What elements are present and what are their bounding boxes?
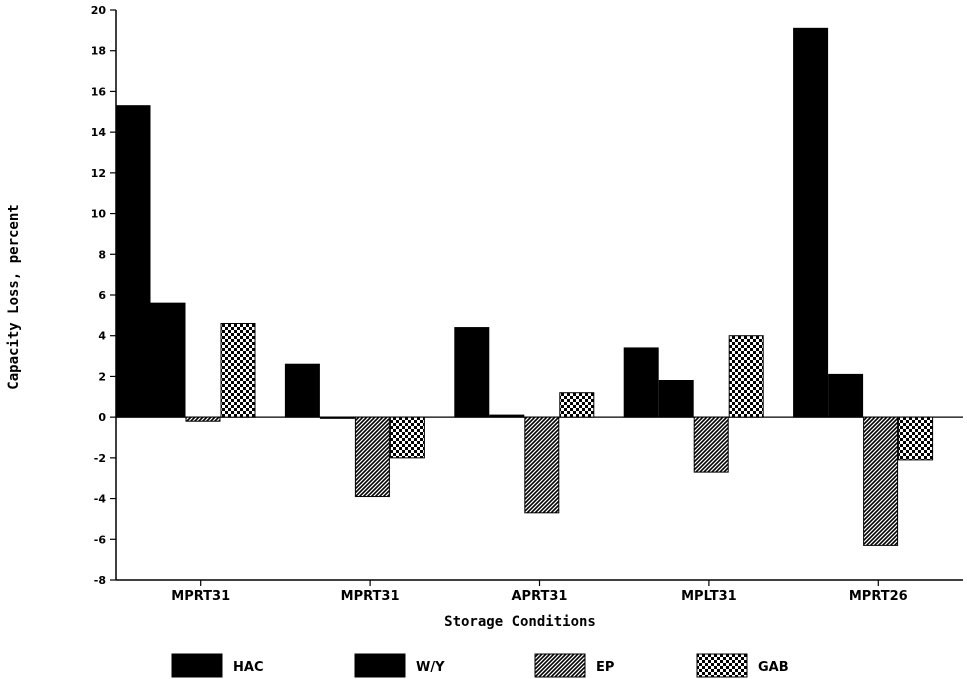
y-tick-label: 0 (98, 411, 106, 424)
legend-swatch (534, 653, 586, 678)
y-tick-label: 8 (98, 248, 106, 261)
legend: HAC W/Y EP GAB (171, 653, 789, 678)
bar-hac (115, 105, 151, 418)
y-tick-label: 20 (91, 4, 107, 17)
legend-label: W/Y (416, 660, 445, 675)
bar-ep (354, 416, 390, 498)
x-tick-label: APRT31 (512, 589, 568, 604)
y-tick-label: 14 (91, 126, 107, 139)
bar-w-y (658, 380, 694, 418)
bars (115, 27, 934, 546)
bar-w-y (489, 414, 525, 418)
y-tick-label: 16 (91, 85, 107, 98)
bar-ep (693, 416, 729, 473)
bar-w-y (828, 373, 864, 418)
bar-hac (793, 27, 829, 418)
legend-swatch (171, 653, 223, 678)
y-tick-label: 2 (98, 370, 106, 383)
bar-gab (389, 416, 425, 459)
y-axis-title: Capacity Loss, percent (6, 204, 22, 389)
bar-w-y (319, 416, 355, 419)
bar-w-y (150, 302, 186, 418)
y-tick-label: 10 (91, 208, 107, 221)
bar-ep (185, 416, 221, 422)
y-tick-label: 12 (91, 167, 106, 180)
y-tick-label: 4 (98, 330, 106, 343)
bar-gab (898, 416, 934, 461)
y-tick-label: -8 (94, 574, 106, 587)
x-tick-label: MPRT31 (341, 589, 400, 604)
y-tick-label: -2 (94, 452, 106, 465)
bar-gab (220, 323, 256, 418)
bar-hac (623, 347, 659, 418)
legend-swatch (354, 653, 406, 678)
x-tick-label: MPLT31 (681, 589, 737, 604)
bar-ep (863, 416, 899, 546)
legend-label: GAB (758, 660, 789, 675)
bar-hac (454, 327, 490, 418)
legend-swatch (696, 653, 748, 678)
x-tick-label: MPRT26 (849, 589, 908, 604)
bar-gab (559, 392, 595, 418)
y-tick-label: 6 (98, 289, 106, 302)
y-tick-label: -4 (94, 493, 107, 506)
bar-ep (524, 416, 560, 514)
legend-label: EP (596, 660, 614, 675)
legend-label: HAC (233, 660, 263, 675)
y-tick-label: 18 (91, 45, 106, 58)
y-tick-label: -6 (94, 533, 107, 546)
bar-gab (728, 335, 764, 418)
x-tick-label: MPRT31 (171, 589, 230, 604)
x-axis: MPRT31 MPRT31 APRT31 MPLT31 MPRT26 (171, 580, 908, 604)
x-axis-title: Storage Conditions (444, 614, 596, 630)
bar-hac (284, 363, 320, 418)
